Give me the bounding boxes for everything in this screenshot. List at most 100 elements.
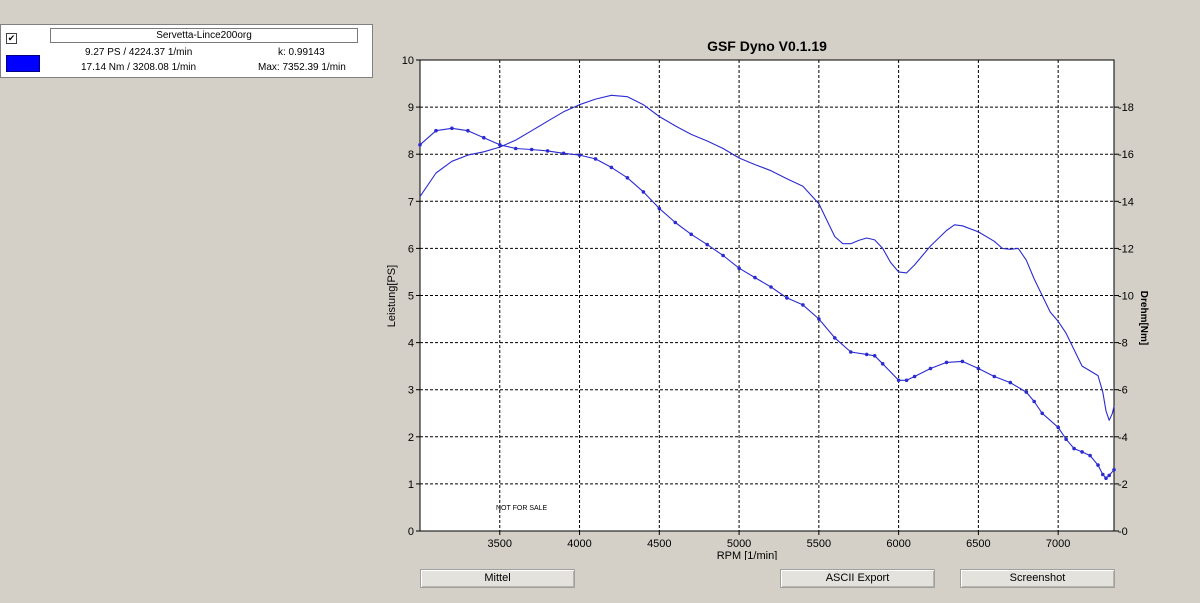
watermark-text: NOT FOR SALE xyxy=(496,505,548,512)
y-tick-label-right: -14 xyxy=(1118,196,1134,208)
torque-data-point xyxy=(721,253,725,258)
y-tick-label-left: 9 xyxy=(408,102,414,114)
torque-data-point xyxy=(1072,446,1076,451)
y-tick-label-right: -18 xyxy=(1118,102,1134,114)
run-legend-panel: ✔ Servetta-Lince200org 9.27 PS / 4224.37… xyxy=(0,24,373,78)
power-curve xyxy=(419,94,1115,421)
torque-data-point xyxy=(705,242,709,247)
x-tick-label: 3500 xyxy=(488,538,512,550)
torque-data-point xyxy=(904,378,909,383)
y-tick-label-left: 5 xyxy=(408,291,414,303)
torque-data-point xyxy=(529,147,534,152)
correction-factor-text: k: 0.99143 xyxy=(278,47,325,58)
torque-data-point xyxy=(1040,411,1044,416)
y-tick-label-left: 4 xyxy=(408,338,414,350)
y-tick-label-right: -2 xyxy=(1118,479,1128,491)
dyno-chart: GSF Dyno V0.1.19 3500 4000 4500 5000 5500 600… xyxy=(386,38,1149,560)
y-tick-label-left: 10 xyxy=(402,55,414,67)
power-peak-text: 9.27 PS / 4224.37 1/min xyxy=(85,47,193,58)
torque-data-point xyxy=(992,374,997,379)
torque-data-point xyxy=(976,366,981,371)
x-tick-label: 6500 xyxy=(966,538,990,550)
torque-data-point xyxy=(872,354,877,358)
axis-ticks: 3500 4000 4500 5000 5500 6000 6500 7000 0 1 2 3 4 5 6 7… xyxy=(402,55,1134,550)
x-tick-label: 7000 xyxy=(1046,538,1070,550)
torque-data-point xyxy=(1024,390,1029,394)
y-tick-label-right: -6 xyxy=(1118,385,1128,397)
torque-data-point xyxy=(769,285,773,289)
torque-data-point xyxy=(625,176,630,180)
y-tick-label-left: 8 xyxy=(408,149,414,161)
torque-data-point xyxy=(912,374,917,379)
y-tick-label-right: -16 xyxy=(1118,149,1134,161)
run-name-field[interactable]: Servetta-Lince200org xyxy=(50,28,358,43)
torque-data-point xyxy=(593,157,598,161)
y-tick-label-right: -10 xyxy=(1118,291,1134,303)
y-tick-label-right: -8 xyxy=(1118,338,1128,350)
torque-data-point xyxy=(944,360,949,365)
torque-data-point xyxy=(418,143,422,147)
screenshot-button[interactable]: Screenshot xyxy=(960,569,1115,588)
torque-data-point xyxy=(673,220,678,225)
torque-data-point xyxy=(450,126,454,131)
torque-data-point xyxy=(785,296,789,300)
y-axis-label-right: Drehm[Nm] xyxy=(1138,291,1149,345)
max-rpm-text: Max: 7352.39 1/min xyxy=(258,62,346,73)
run-color-swatch[interactable] xyxy=(6,55,40,72)
torque-data-point xyxy=(1112,468,1116,472)
torque-data-point xyxy=(880,362,885,366)
run-visibility-checkbox[interactable]: ✔ xyxy=(6,33,17,44)
torque-data-point xyxy=(1032,399,1036,404)
torque-data-point xyxy=(513,146,518,151)
mittel-button[interactable]: Mittel xyxy=(420,569,575,588)
y-tick-label-left: 7 xyxy=(408,196,414,208)
torque-peak-text: 17.14 Nm / 3208.08 1/min xyxy=(81,62,197,73)
y-tick-label-left: 0 xyxy=(408,526,414,538)
torque-data-point xyxy=(960,359,965,364)
torque-data-point xyxy=(1088,453,1092,458)
torque-data-point xyxy=(1064,437,1068,442)
torque-data-point xyxy=(896,378,901,383)
torque-data-point xyxy=(689,232,693,237)
y-tick-label-left: 2 xyxy=(408,432,414,444)
torque-data-point xyxy=(482,135,486,140)
torque-data-point xyxy=(864,352,869,357)
torque-data-point xyxy=(434,128,438,133)
torque-data-point xyxy=(753,275,757,280)
x-tick-label: 4000 xyxy=(567,538,591,550)
x-tick-label: 6000 xyxy=(886,538,910,550)
x-axis-label: RPM [1/min] xyxy=(717,550,778,560)
x-tick-label: 5500 xyxy=(807,538,831,550)
ascii-export-button[interactable]: ASCII Export xyxy=(780,569,935,588)
y-tick-label-right: -12 xyxy=(1118,243,1134,255)
torque-data-point xyxy=(1107,473,1111,478)
torque-data-point xyxy=(577,153,582,157)
y-tick-label-left: 3 xyxy=(408,385,414,397)
torque-data-point xyxy=(545,149,550,153)
torque-data-point xyxy=(498,143,502,147)
torque-data-point xyxy=(737,266,741,271)
torque-data-point xyxy=(833,336,837,340)
series-layer xyxy=(418,94,1116,481)
torque-data-point xyxy=(928,366,933,371)
torque-data-point xyxy=(849,350,853,354)
torque-data-point xyxy=(1104,476,1108,481)
torque-data-point xyxy=(1056,425,1060,430)
torque-data-point xyxy=(1080,450,1084,454)
torque-data-point xyxy=(466,128,470,133)
torque-data-point xyxy=(657,206,662,211)
torque-data-point xyxy=(1101,472,1105,477)
x-tick-label: 4500 xyxy=(647,538,671,550)
torque-data-point xyxy=(801,303,805,307)
torque-data-point xyxy=(609,165,614,170)
chart-title: GSF Dyno V0.1.19 xyxy=(707,38,827,54)
y-tick-label-right: -0 xyxy=(1118,526,1128,538)
x-tick-label: 5000 xyxy=(727,538,751,550)
y-axis-label-left: Leistung[PS] xyxy=(386,265,398,327)
torque-data-point xyxy=(1008,380,1013,385)
grid-lines xyxy=(420,60,1114,531)
y-tick-label-left: 1 xyxy=(408,479,414,491)
torque-data-point xyxy=(817,317,821,321)
y-tick-label-right: -4 xyxy=(1118,432,1128,444)
torque-data-point xyxy=(641,190,646,194)
